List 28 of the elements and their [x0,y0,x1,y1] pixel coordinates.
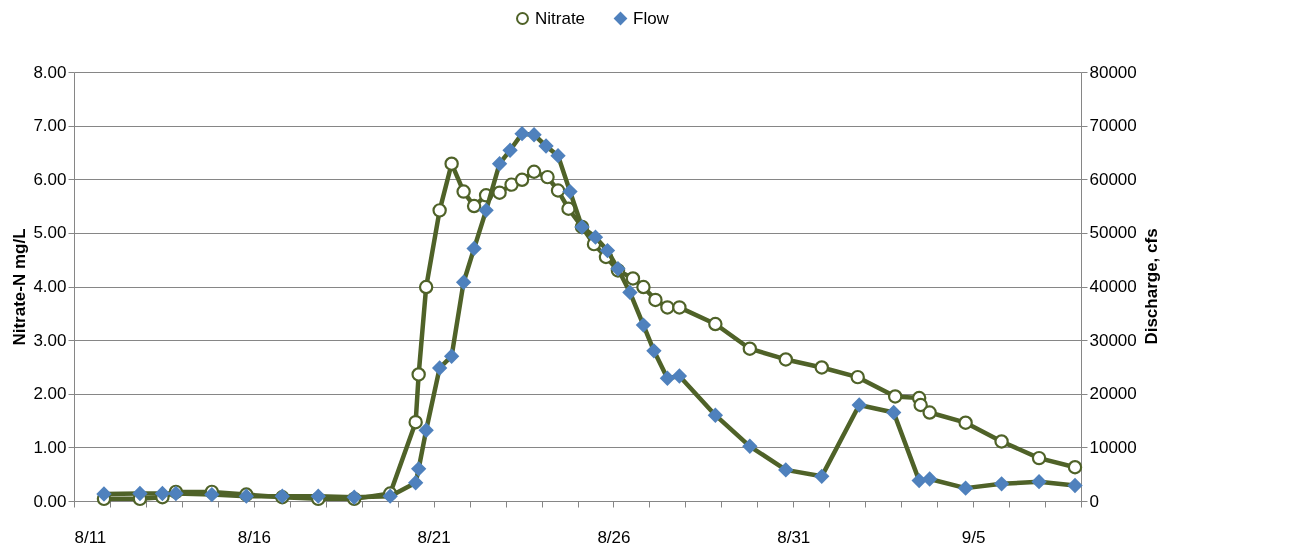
legend-label: Nitrate [535,8,586,28]
x-tick-label: 9/5 [961,527,986,547]
y-axis-title: Nitrate-N mg/L [10,228,30,346]
y-tick-label: 1.00 [33,437,67,457]
y-tick-label: 0.00 [33,491,67,511]
y-tick-label: 8.00 [33,62,67,82]
y2-tick-label: 0 [1089,491,1099,511]
y2-tick-label: 70000 [1089,116,1137,136]
y-tick-label: 3.00 [33,330,67,350]
x-tick-label: 8/26 [597,527,631,547]
y-tick-label: 5.00 [33,223,67,243]
y2-tick-label: 10000 [1089,437,1137,457]
y2-tick-label: 40000 [1089,277,1137,296]
y-tick-label: 6.00 [33,169,67,189]
x-tick-label: 8/11 [74,527,107,547]
x-tick-label: 8/31 [777,527,811,547]
y-tick-label: 2.00 [33,384,67,404]
y2-tick-label: 30000 [1089,330,1137,350]
y2-tick-label: 20000 [1089,384,1137,404]
y-tick-label: 4.00 [33,277,67,296]
x-tick-label: 8/16 [237,527,271,547]
legend-label: Flow [633,8,670,28]
x-tick-label: 8/21 [417,527,451,547]
y2-axis-title: Discharge, cfs [1141,228,1161,345]
y2-tick-label: 50000 [1089,223,1137,243]
y2-tick-label: 60000 [1089,169,1137,189]
y-tick-label: 7.00 [33,116,67,136]
y2-tick-label: 80000 [1089,62,1137,82]
